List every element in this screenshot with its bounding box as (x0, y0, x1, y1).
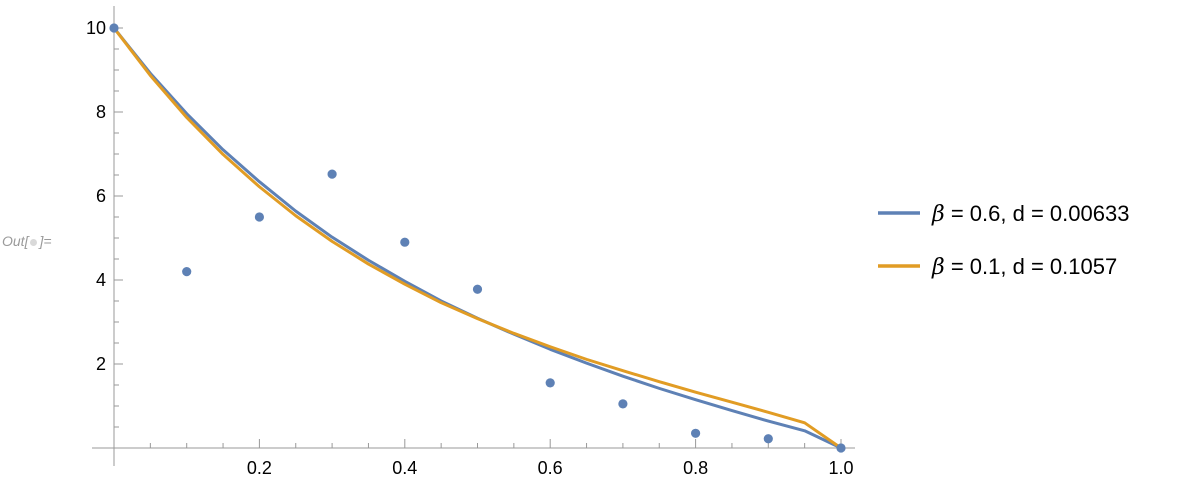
y-tick-label: 8 (96, 102, 106, 122)
series-line-1 (112, 27, 842, 450)
data-point (763, 434, 773, 444)
x-tick-label: 0.6 (538, 458, 563, 478)
data-point (618, 399, 628, 409)
output-cell-marker-icon (30, 238, 38, 246)
output-cell-label-end: ]= (39, 233, 52, 249)
y-tick-label: 4 (96, 270, 106, 290)
x-tick-label: 0.8 (683, 458, 708, 478)
y-tick-label: 10 (86, 18, 106, 38)
plot-axes: 0.2 0.4 0.6 0.8 1.0 2 4 6 8 10 (86, 6, 855, 478)
output-cell-label: Out[ ]= (2, 233, 52, 249)
data-point (400, 237, 410, 247)
data-point (472, 284, 483, 294)
data-point (836, 443, 846, 453)
legend-label-1: β = 0.6, d = 0.00633 (931, 201, 1129, 227)
data-point (254, 212, 264, 222)
data-point (545, 378, 555, 388)
plot-legend: β = 0.6, d = 0.00633 β = 0.1, d = 0.1057 (878, 201, 1129, 280)
x-tick-label: 0.2 (247, 458, 272, 478)
y-tick-label: 6 (96, 186, 106, 206)
data-point (109, 23, 119, 33)
series-line-2 (112, 27, 842, 450)
legend-label-2: β = 0.1, d = 0.1057 (931, 254, 1117, 280)
x-tick-label: 0.4 (392, 458, 417, 478)
plot-curves (112, 27, 842, 450)
data-point (327, 169, 337, 179)
data-point (691, 428, 701, 438)
plot-points (109, 23, 846, 453)
x-tick-label: 1.0 (828, 458, 853, 478)
y-tick-label: 2 (96, 354, 106, 374)
data-point (182, 267, 192, 277)
output-cell-label-start: Out[ (2, 233, 29, 249)
